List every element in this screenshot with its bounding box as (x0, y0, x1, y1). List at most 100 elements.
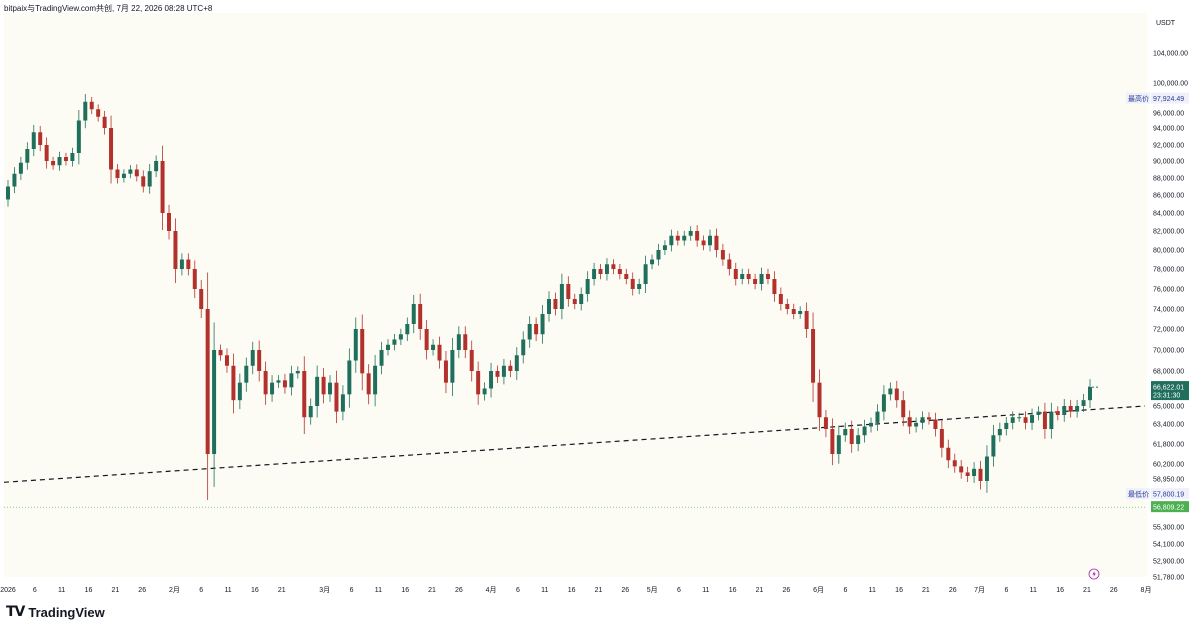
candle[interactable] (141, 170, 146, 193)
support-trendline[interactable] (3, 405, 1146, 483)
candle[interactable] (869, 417, 874, 433)
candle[interactable] (978, 460, 983, 490)
candle[interactable] (688, 226, 693, 241)
candle[interactable] (527, 316, 532, 348)
candle[interactable] (695, 225, 700, 247)
candle[interactable] (96, 104, 101, 122)
candle[interactable] (179, 253, 184, 276)
candle[interactable] (559, 273, 564, 320)
candle[interactable] (888, 382, 893, 401)
candle[interactable] (579, 287, 584, 311)
candle[interactable] (753, 273, 758, 290)
candle[interactable] (192, 260, 197, 298)
candle[interactable] (282, 373, 287, 394)
candle[interactable] (682, 230, 687, 246)
candle[interactable] (398, 328, 403, 346)
candle[interactable] (592, 262, 597, 286)
candle[interactable] (1030, 408, 1035, 430)
candle[interactable] (785, 298, 790, 315)
candle[interactable] (237, 373, 242, 410)
candle[interactable] (547, 291, 551, 322)
candle[interactable] (276, 375, 281, 388)
candle[interactable] (798, 306, 803, 319)
candle[interactable] (44, 137, 49, 169)
candle[interactable] (231, 353, 236, 414)
candle[interactable] (1088, 379, 1092, 409)
candle[interactable] (257, 340, 262, 382)
candle[interactable] (804, 302, 809, 338)
candle[interactable] (51, 156, 56, 170)
candle[interactable] (817, 369, 822, 431)
candle[interactable] (424, 320, 429, 360)
candle[interactable] (624, 268, 629, 285)
candle[interactable] (244, 357, 249, 392)
candle[interactable] (167, 204, 172, 240)
candle[interactable] (18, 156, 23, 180)
candle[interactable] (89, 96, 94, 115)
candle[interactable] (366, 364, 371, 405)
candle[interactable] (733, 262, 738, 286)
candle[interactable] (637, 278, 642, 295)
candle[interactable] (1062, 399, 1067, 422)
candle[interactable] (759, 267, 764, 291)
candle[interactable] (991, 424, 996, 467)
candle[interactable] (83, 94, 88, 129)
candle[interactable] (405, 317, 410, 342)
candle[interactable] (379, 341, 384, 375)
candle[interactable] (894, 380, 899, 408)
candle[interactable] (540, 305, 545, 344)
candle[interactable] (76, 110, 81, 165)
candle[interactable] (656, 243, 661, 266)
candle[interactable] (128, 165, 133, 179)
candle[interactable] (811, 312, 816, 402)
candle[interactable] (843, 422, 848, 442)
candle[interactable] (939, 419, 944, 458)
candle[interactable] (984, 445, 989, 493)
candle[interactable] (385, 339, 390, 356)
candle[interactable] (308, 398, 313, 425)
candle[interactable] (926, 412, 931, 425)
candle[interactable] (501, 358, 506, 385)
candle[interactable] (598, 264, 603, 280)
candle[interactable] (907, 410, 912, 435)
candle[interactable] (972, 462, 977, 483)
candle[interactable] (553, 292, 558, 316)
candle[interactable] (836, 425, 841, 464)
candle[interactable] (121, 169, 126, 183)
candle[interactable] (881, 385, 886, 421)
candle[interactable] (443, 351, 448, 394)
candle[interactable] (534, 317, 539, 342)
candle[interactable] (212, 322, 217, 487)
candle[interactable] (302, 356, 307, 434)
candle[interactable] (456, 326, 461, 359)
candle[interactable] (778, 287, 783, 311)
candle[interactable] (862, 419, 867, 443)
candle[interactable] (25, 142, 30, 170)
candle[interactable] (353, 317, 358, 373)
candle[interactable] (765, 268, 770, 285)
candle[interactable] (611, 259, 616, 275)
candle[interactable] (160, 145, 165, 231)
candle[interactable] (173, 218, 178, 283)
candle[interactable] (334, 370, 339, 424)
candle[interactable] (920, 411, 925, 430)
candle[interactable] (205, 272, 210, 501)
candle[interactable] (856, 428, 861, 452)
candle[interactable] (115, 163, 120, 184)
candle[interactable] (224, 348, 229, 373)
candle[interactable] (959, 459, 964, 479)
candle[interactable] (669, 229, 674, 252)
candle[interactable] (134, 164, 139, 182)
candle[interactable] (720, 243, 725, 266)
candle[interactable] (476, 361, 481, 405)
candle[interactable] (57, 151, 62, 171)
candle[interactable] (572, 293, 577, 310)
candle[interactable] (1081, 394, 1086, 412)
candle[interactable] (199, 280, 204, 318)
candle[interactable] (1049, 402, 1054, 439)
candle[interactable] (1017, 412, 1022, 422)
candle[interactable] (830, 418, 835, 466)
candle[interactable] (701, 235, 706, 251)
candle[interactable] (70, 147, 75, 167)
candle[interactable] (914, 417, 919, 433)
